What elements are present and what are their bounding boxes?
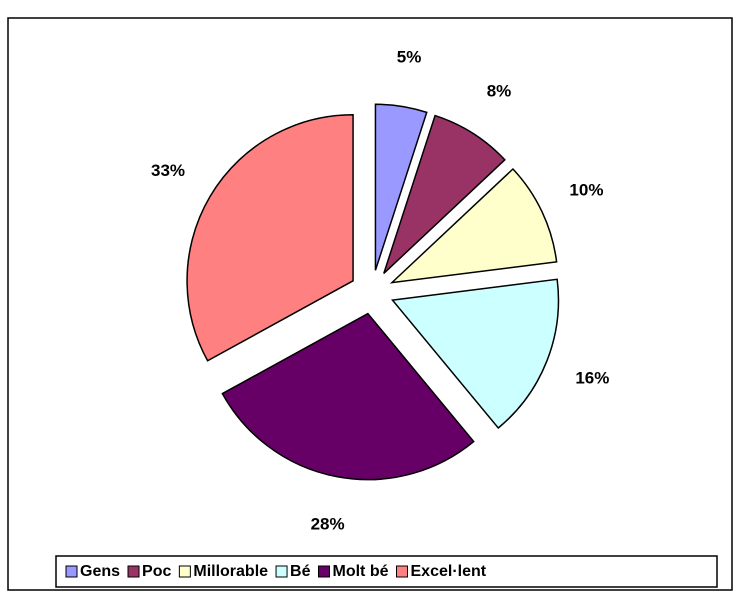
pie-slice — [389, 167, 558, 284]
data-label: 8% — [487, 81, 512, 100]
legend-label: Bé — [290, 563, 311, 580]
legend-label: Molt bé — [333, 563, 389, 580]
pie-slice — [374, 103, 428, 271]
legend-swatch — [318, 565, 330, 578]
pie-slice — [186, 114, 354, 362]
legend-swatch — [65, 565, 78, 578]
pie-slice — [221, 312, 475, 481]
legend-swatch — [275, 565, 288, 578]
data-label: 16% — [575, 369, 609, 388]
pie-slice — [391, 278, 560, 430]
chart-frame — [7, 17, 733, 591]
legend-swatch — [396, 565, 408, 578]
legend-box — [55, 555, 718, 588]
legend-label: Millorable — [193, 563, 268, 580]
data-label: 33% — [151, 161, 185, 180]
legend-label: Gens — [80, 563, 120, 580]
legend-label: Poc — [142, 563, 171, 580]
legend-swatch — [178, 565, 191, 578]
pie-slice — [383, 114, 506, 274]
data-label: 10% — [569, 181, 603, 200]
legend-swatch — [127, 565, 140, 578]
data-label: 5% — [397, 47, 422, 66]
legend-label: Excel·lent — [411, 563, 487, 580]
data-label: 28% — [311, 514, 345, 533]
